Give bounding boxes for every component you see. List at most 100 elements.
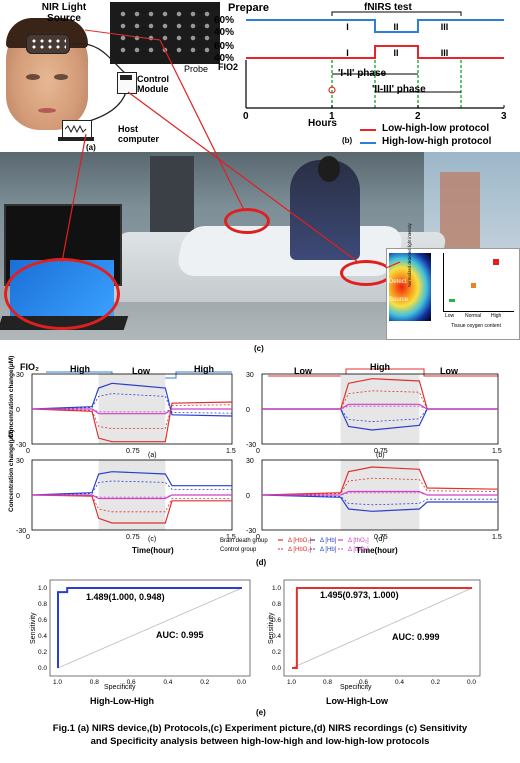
caption-line-2: and Specificity analysis between high-lo… xyxy=(90,736,430,747)
roc-right-xlabel: Specificity xyxy=(340,684,372,691)
probe-label: Probe xyxy=(184,64,209,74)
panel-b-tag: (b) xyxy=(342,136,353,145)
roc-left-title: High-Low-High xyxy=(90,696,154,706)
panel-b: 60% 40% 60% 40% I I II II III III 0 1 2 3 Prepare fNI… xyxy=(212,0,520,152)
shaded-region-3 xyxy=(340,460,420,530)
x-tick-label-b-1: 1 xyxy=(329,111,335,122)
y-tick-2--30: -30 xyxy=(16,528,26,535)
x-tick-3-0.75: 0.75 xyxy=(374,534,388,541)
legend-brain-death: Brain death group xyxy=(220,538,268,544)
inset-cat-low: Low xyxy=(445,313,455,319)
tick-blue-60: 60% xyxy=(214,15,234,26)
state-left-2: Low xyxy=(132,366,150,376)
roc-left-threshold: 1.489(1.000, 0.948) xyxy=(86,592,165,602)
fio2-label: FIO2 xyxy=(218,62,239,72)
x-tick-label-b-2: 2 xyxy=(415,111,421,122)
probe-dots xyxy=(30,38,66,50)
phase-2-label: 'II-III' phase xyxy=(372,84,426,95)
highlight-ellipse-head xyxy=(224,208,270,234)
y-tick-1-30: 30 xyxy=(246,372,254,379)
figure-caption: Fig.1 (a) NIRS device,(b) Protocols,(c) … xyxy=(0,722,520,748)
roc-x-tick-0-0.8: 0.8 xyxy=(90,679,99,686)
tick-red-40: 40% xyxy=(214,53,234,64)
roc-y-tick-1-1.0: 1.0 xyxy=(272,585,281,592)
trace-control-0-hbo2 xyxy=(31,404,233,429)
y-tick-3-0: 0 xyxy=(246,493,250,500)
fnirs-bracket xyxy=(331,11,462,16)
x-tick-3-0: 0 xyxy=(256,534,260,541)
nir-light-source-label: NIR Light Source xyxy=(41,2,87,24)
roc-x-tick-1-0.6: 0.6 xyxy=(359,679,368,686)
inset-xlabel: Tissue oxygen content xyxy=(451,323,501,329)
x-tick-0-0.75: 0.75 xyxy=(126,448,140,455)
roman-blue-2: II xyxy=(394,22,399,32)
inset-cat-high: High xyxy=(491,313,502,319)
y-tick-0-30: 30 xyxy=(16,372,24,379)
roc-y-tick-0-0.0: 0.0 xyxy=(38,665,47,672)
series-high-low-high xyxy=(246,19,504,33)
x-tick-1-0.75: 0.75 xyxy=(374,448,388,455)
d-ylabel: Concentration change(μM) xyxy=(8,429,15,512)
panel-arrows xyxy=(61,39,401,269)
legend-bd-tho2: Δ [thO₂] xyxy=(348,538,369,544)
trace-control-2-hbo2 xyxy=(31,494,232,513)
roman-red-3: III xyxy=(441,48,449,58)
roc-x-tick-1-0.4: 0.4 xyxy=(395,679,404,686)
x-tick-2-1.5: 1.5 xyxy=(226,534,236,541)
d-tag-c: (c) xyxy=(148,536,157,543)
shaded-region-1 xyxy=(340,374,420,444)
panel-d-tag: (d) xyxy=(256,558,267,567)
legend-swatch-blue xyxy=(360,142,376,144)
phase-1-label: 'I-II' phase xyxy=(338,68,387,79)
state-left-3: High xyxy=(194,364,214,374)
y-tick-1-0: 0 xyxy=(246,407,250,414)
x-tick-2-0.75: 0.75 xyxy=(126,534,140,541)
roc-left-ylabel: Sensitivity xyxy=(30,612,37,644)
trace-3-hb xyxy=(261,494,498,512)
roc-y-tick-1-0.2: 0.2 xyxy=(272,649,281,656)
roman-red-2: II xyxy=(394,48,399,58)
roc-curve-1 xyxy=(292,587,472,669)
legend-label-red: Low-high-low protocol xyxy=(382,123,490,134)
roman-blue-1: I xyxy=(346,22,349,32)
trace-control-0-hb xyxy=(31,393,233,414)
inset-point-low xyxy=(449,299,455,302)
roc-y-tick-0-0.8: 0.8 xyxy=(38,601,47,608)
roc-frame-0 xyxy=(49,579,251,677)
y-tick-3--30: -30 xyxy=(246,528,256,535)
roman-red-1: I xyxy=(346,48,349,58)
roc-y-tick-1-0.4: 0.4 xyxy=(272,633,281,640)
y-tick-1--30: -30 xyxy=(246,442,256,449)
trace-3-hbo2 xyxy=(261,466,499,496)
roc-x-tick-1-1.0: 1.0 xyxy=(287,679,296,686)
trace-control-1-tho2 xyxy=(262,405,498,410)
trace-control-3-hb xyxy=(261,494,498,506)
d-tag-b: (b) xyxy=(376,452,385,459)
roc-x-tick-1-0.0: 0.0 xyxy=(467,679,476,686)
panel-c-photo: Detect Source Normalized detected light … xyxy=(0,152,520,340)
tick-red-60: 60% xyxy=(214,41,234,52)
trace-0-hb xyxy=(31,382,233,417)
eye-left xyxy=(26,74,40,80)
panel-d: 30 0 -30 0 0.75 1.5 30 0 -30 0 0.75 1.5 30 0 -30 0 0.75 1… xyxy=(0,356,520,572)
state-left-1: High xyxy=(70,364,90,374)
x-tick-2-0: 0 xyxy=(26,534,30,541)
panel-e-tag: (e) xyxy=(256,708,266,717)
trace-2-hb xyxy=(31,471,232,496)
roc-right-threshold: 1.495(0.973, 1.000) xyxy=(320,590,399,600)
shaded-region-2 xyxy=(98,460,166,530)
trace-control-2-hb xyxy=(31,480,232,496)
roc-x-tick-0-0.6: 0.6 xyxy=(127,679,136,686)
start-marker xyxy=(328,86,336,94)
roc-right-ylabel: Sensitivity xyxy=(268,612,275,644)
roc-right-auc: AUC: 0.999 xyxy=(392,632,440,642)
d-tag-a: (a) xyxy=(148,452,157,459)
roc-y-tick-0-0.6: 0.6 xyxy=(38,617,47,624)
inset-figure: Detect Source Normalized detected light … xyxy=(386,223,520,340)
roc-charts: 1.0 0.8 0.6 0.4 0.2 0.0 0.0 0.2 0.4 0.6 0.8 1.0 1.0 0… xyxy=(38,579,481,686)
state-right-1: Low xyxy=(294,366,312,376)
inset-cat-normal: Normal xyxy=(465,313,482,319)
y-tick-3-30: 30 xyxy=(246,458,254,465)
